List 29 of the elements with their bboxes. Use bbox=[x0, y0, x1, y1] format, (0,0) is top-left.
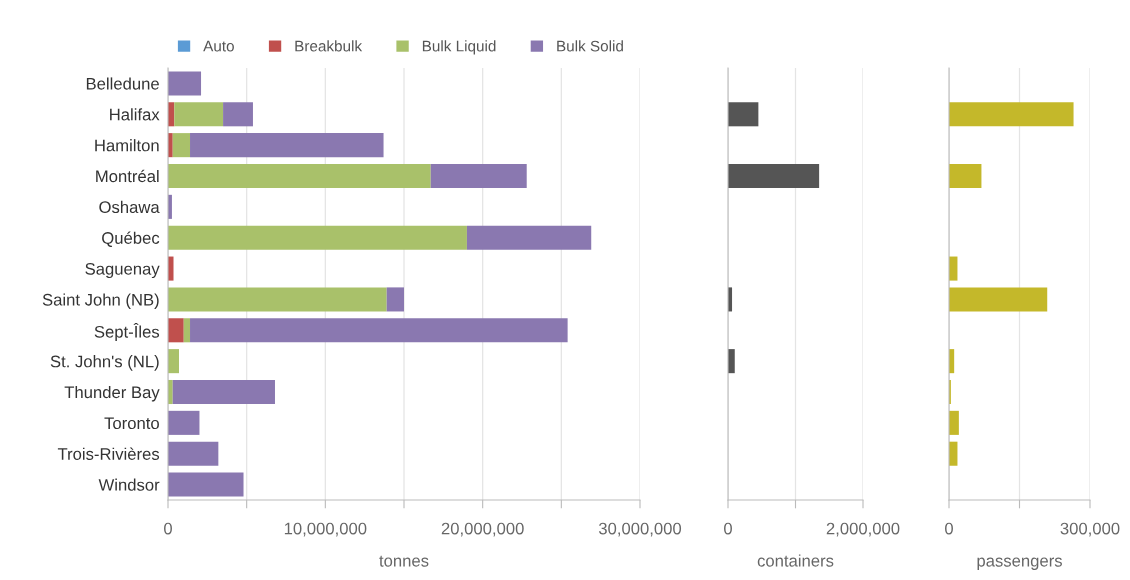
x-axis-title: containers bbox=[757, 554, 834, 567]
y-tick-label: Halifax bbox=[110, 108, 160, 121]
y-tick-label: Windsor bbox=[98, 478, 160, 491]
y-tick-label: Toronto bbox=[104, 417, 159, 430]
x-tick-label: 10,000,000 bbox=[284, 522, 367, 537]
legend-label: Breakbulk bbox=[295, 40, 363, 52]
y-tick-label: Montréal bbox=[96, 169, 159, 183]
y-tick-label: Québec bbox=[102, 231, 160, 247]
legend-label: Auto bbox=[203, 40, 234, 52]
x-tick-label: 300,000 bbox=[1060, 522, 1120, 537]
y-tick-label: Hamilton bbox=[95, 139, 159, 152]
y-tick-label: Trois-Rivières bbox=[57, 447, 160, 460]
y-tick-label: Thunder Bay bbox=[64, 385, 160, 402]
legend-label: Bulk Solid bbox=[557, 40, 623, 52]
y-tick-label: Oshawa bbox=[99, 200, 160, 214]
y-tick-label: Saguenay bbox=[85, 262, 160, 279]
x-axis-title: passengers bbox=[977, 557, 1062, 570]
x-tick-label: 20,000,000 bbox=[441, 522, 524, 537]
y-tick-label: Saint John (NB) bbox=[42, 293, 159, 309]
legend-label: Bulk Liquid bbox=[422, 40, 496, 55]
x-tick-label: 0 bbox=[164, 522, 172, 535]
y-tick-label: Belledune bbox=[86, 77, 159, 90]
x-tick-label: 30,000,000 bbox=[598, 522, 682, 537]
x-tick-label: 2,000,000 bbox=[826, 522, 900, 537]
x-tick-label: 0 bbox=[724, 522, 732, 535]
y-tick-label: St. John's (NL) bbox=[50, 355, 159, 371]
x-tick-label: 0 bbox=[945, 522, 953, 535]
x-axis-title: tonnes bbox=[379, 555, 429, 567]
y-tick-label: Sept-Îles bbox=[94, 323, 160, 342]
